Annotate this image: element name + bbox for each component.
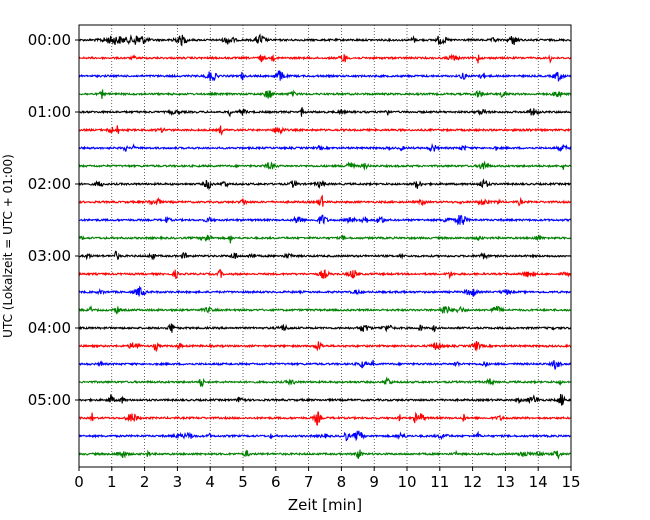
x-tick-label: 3 <box>173 473 183 491</box>
x-tick-label: 12 <box>463 473 482 491</box>
y-axis-label: UTC (Lokalzeit = UTC + 01:00) <box>1 154 15 338</box>
trace-line <box>78 160 572 171</box>
x-axis-ticks: 0 1 2 3 4 5 6 7 8 9 10 11 12 13 14 15 <box>74 467 581 491</box>
x-tick-label: 14 <box>529 473 548 491</box>
x-tick-label: 7 <box>304 473 314 491</box>
y-tick-label: 00:00 <box>28 31 71 49</box>
x-tick-label: 5 <box>238 473 248 491</box>
trace-line <box>78 234 572 244</box>
x-tick-label: 6 <box>271 473 281 491</box>
trace-line <box>78 323 572 333</box>
x-tick-label: 11 <box>430 473 449 491</box>
trace-line <box>78 449 572 460</box>
x-tick-label: 4 <box>205 473 215 491</box>
x-tick-label: 15 <box>561 473 580 491</box>
x-tick-label: 10 <box>397 473 416 491</box>
x-tick-label: 2 <box>140 473 150 491</box>
y-tick-label: 04:00 <box>28 319 71 337</box>
trace-line <box>78 53 572 65</box>
y-tick-label: 01:00 <box>28 103 71 121</box>
y-axis-ticks: 00:00 01:00 02:00 03:00 04:00 05:00 <box>28 31 79 409</box>
trace-line <box>78 304 572 315</box>
seismic-traces <box>78 33 572 460</box>
y-tick-label: 05:00 <box>28 391 71 409</box>
trace-line <box>78 393 572 406</box>
trace-line <box>78 70 572 82</box>
trace-line <box>78 33 572 47</box>
trace-line <box>78 107 572 118</box>
x-axis-label: Zeit [min] <box>288 496 362 514</box>
trace-line <box>78 178 572 191</box>
x-tick-label: 8 <box>337 473 347 491</box>
trace-line <box>78 250 572 261</box>
trace-line <box>78 340 572 353</box>
trace-line <box>78 142 572 153</box>
trace-line <box>78 214 572 226</box>
x-tick-label: 0 <box>74 473 84 491</box>
x-tick-label: 1 <box>107 473 117 491</box>
trace-line <box>78 268 572 280</box>
y-tick-label: 02:00 <box>28 175 71 193</box>
plot-frame <box>78 24 572 468</box>
trace-line <box>78 194 572 207</box>
x-tick-label: 13 <box>496 473 515 491</box>
trace-line <box>78 285 572 297</box>
x-tick-label: 9 <box>369 473 379 491</box>
y-tick-label: 03:00 <box>28 247 71 265</box>
trace-line <box>78 430 572 442</box>
trace-line <box>78 359 572 370</box>
trace-line <box>78 89 572 99</box>
trace-line <box>78 411 572 426</box>
trace-line <box>78 376 572 388</box>
trace-line <box>78 125 572 136</box>
